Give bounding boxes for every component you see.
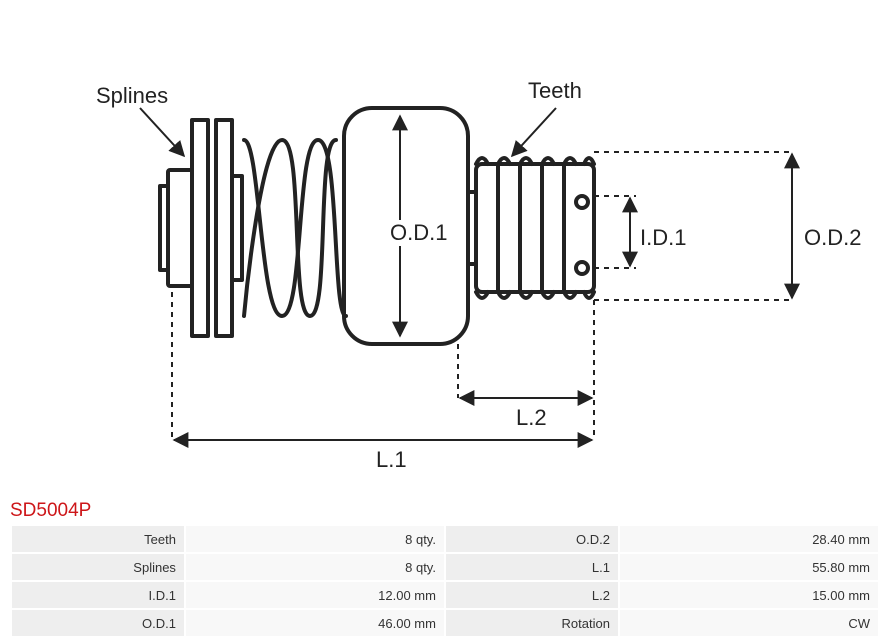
table-row: O.D.1 46.00 mm Rotation CW	[12, 610, 878, 636]
spec-label: L.2	[446, 582, 618, 608]
spec-label: O.D.2	[446, 526, 618, 552]
spec-value: 15.00 mm	[620, 582, 878, 608]
table-row: Splines 8 qty. L.1 55.80 mm	[12, 554, 878, 580]
label-l2: L.2	[516, 405, 547, 431]
label-teeth: Teeth	[528, 78, 582, 104]
spec-value: CW	[620, 610, 878, 636]
spec-value: 12.00 mm	[186, 582, 444, 608]
spec-label: O.D.1	[12, 610, 184, 636]
table-row: Teeth 8 qty. O.D.2 28.40 mm	[12, 526, 878, 552]
spec-value: 55.80 mm	[620, 554, 878, 580]
spec-label: Teeth	[12, 526, 184, 552]
spec-value: 8 qty.	[186, 526, 444, 552]
spec-label: Splines	[12, 554, 184, 580]
technical-drawing: Splines Teeth O.D.1 I.D.1 O.D.2 L.2 L.1	[0, 0, 889, 490]
spec-label: Rotation	[446, 610, 618, 636]
spec-table: Teeth 8 qty. O.D.2 28.40 mm Splines 8 qt…	[10, 524, 880, 638]
label-id1: I.D.1	[640, 225, 686, 251]
label-od2: O.D.2	[804, 225, 861, 251]
spec-label: I.D.1	[12, 582, 184, 608]
spec-value: 46.00 mm	[186, 610, 444, 636]
spec-table-body: Teeth 8 qty. O.D.2 28.40 mm Splines 8 qt…	[12, 526, 878, 636]
spec-value: 28.40 mm	[620, 526, 878, 552]
label-od1: O.D.1	[388, 220, 449, 246]
spec-label: L.1	[446, 554, 618, 580]
label-splines: Splines	[96, 83, 168, 109]
table-row: I.D.1 12.00 mm L.2 15.00 mm	[12, 582, 878, 608]
spec-value: 8 qty.	[186, 554, 444, 580]
label-l1: L.1	[376, 447, 407, 473]
part-number: SD5004P	[10, 500, 91, 522]
